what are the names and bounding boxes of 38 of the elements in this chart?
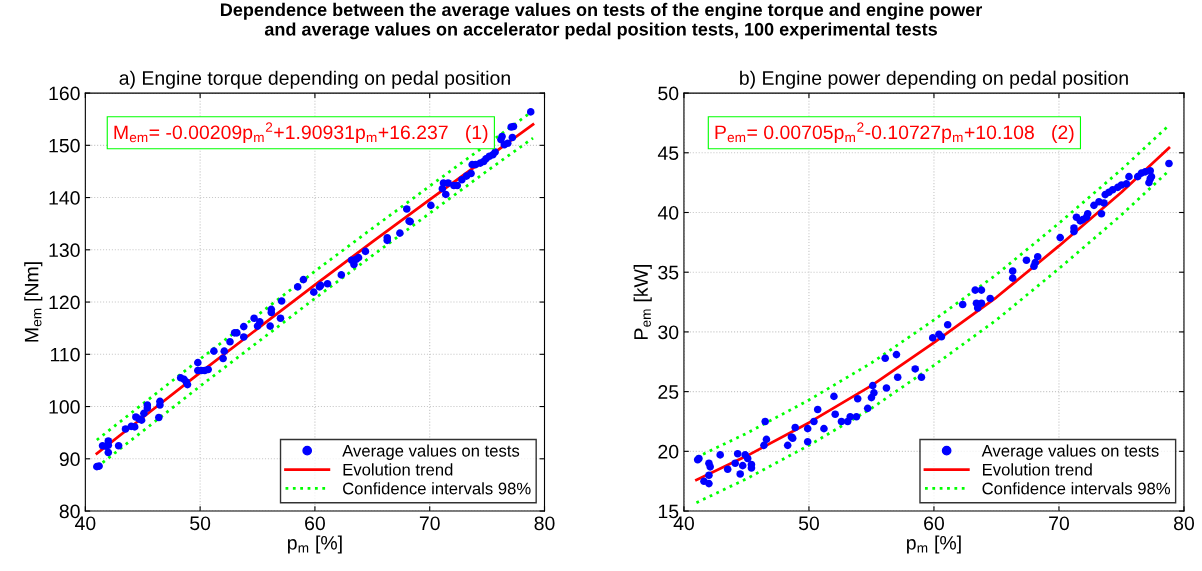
x-tick-label: 50 xyxy=(190,516,211,531)
x-tick-label: 60 xyxy=(924,516,945,531)
y-tick-label: 40 xyxy=(657,205,679,220)
y-tick-label: 50 xyxy=(658,86,679,101)
y-axis-title: P$_{em}$ [kW] xyxy=(633,265,652,339)
x-axis-title: p$_{m}$ [%] xyxy=(907,535,961,554)
x-tick-label: 70 xyxy=(1049,516,1070,531)
y-tick-label: 130 xyxy=(49,243,80,258)
y-tick-label: 160 xyxy=(49,86,80,101)
annotation: M$_{em}$= -0.00209p$_{m}$$^{2}$+1.90931p$_{m}$+16.237 (1) xyxy=(114,122,488,144)
legend-label: Evolution trend xyxy=(343,463,453,476)
x-tick-label: 50 xyxy=(798,516,819,531)
legend-label: Average values on tests xyxy=(342,444,520,460)
legend-label: Confidence intervals 98% xyxy=(982,482,1171,495)
chart-title: b) Engine power depending on pedal position xyxy=(740,70,1128,89)
annotation: P$_{em}$= 0.00705p$_{m}$$^{2}$-0.10727p$_{m}$+10.108 (2) xyxy=(715,122,1074,144)
x-tick-label: 80 xyxy=(534,516,555,531)
y-tick-label: 110 xyxy=(50,347,80,362)
x-tick-label: 60 xyxy=(305,516,325,531)
y-tick-label: 100 xyxy=(49,400,80,414)
x-axis-title: p$_{m}$ [%] xyxy=(287,535,342,554)
text: Dependence between the average values on tests of the engine torque and engine power and average values on accelerator pedal position tests, 100 experimental tests xyxy=(220,2,983,40)
y-tick-label: 20 xyxy=(658,444,679,459)
y-tick-label: 120 xyxy=(49,295,80,310)
y-tick-label: 25 xyxy=(658,385,679,399)
legend-label: Evolution trend xyxy=(983,463,1092,476)
y-tick-label: 140 xyxy=(49,191,80,205)
y-tick-label: 30 xyxy=(658,325,679,340)
y-tick-label: 35 xyxy=(658,265,679,280)
y-axis-title: M$_{em}$ [Nm] xyxy=(24,262,43,342)
x-tick-label: 80 xyxy=(1174,516,1195,531)
chart-title: a) Engine torque depending on pedal position xyxy=(119,70,510,89)
x-tick-label: 70 xyxy=(419,516,440,531)
legend-label: Average values on tests xyxy=(981,444,1159,460)
y-tick-label: 150 xyxy=(49,138,80,153)
y-tick-label: 90 xyxy=(59,452,80,467)
y-tick-label: 45 xyxy=(657,146,679,161)
legend-label: Confidence intervals 98% xyxy=(343,482,531,495)
